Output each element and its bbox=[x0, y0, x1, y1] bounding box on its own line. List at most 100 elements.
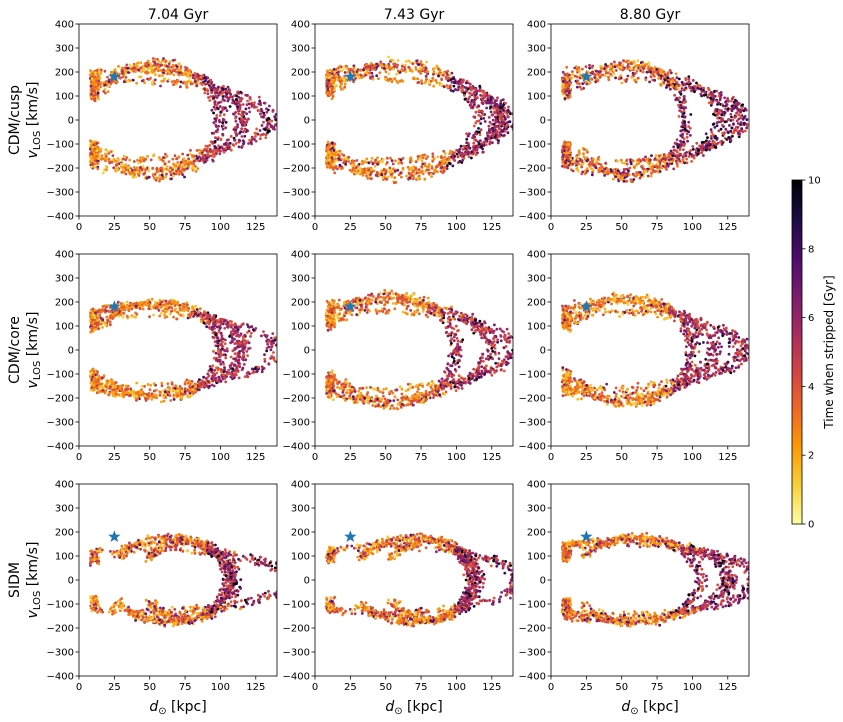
scatter-point bbox=[124, 66, 127, 69]
scatter-point bbox=[93, 159, 97, 163]
scatter-point bbox=[343, 85, 347, 89]
scatter-point bbox=[476, 89, 480, 93]
scatter-point bbox=[443, 161, 447, 164]
scatter-point bbox=[246, 99, 250, 103]
scatter-point bbox=[409, 166, 413, 170]
scatter-point bbox=[376, 156, 379, 160]
scatter-point bbox=[417, 63, 420, 66]
scatter-point bbox=[160, 63, 164, 67]
scatter-point bbox=[457, 88, 460, 91]
scatter-point bbox=[732, 122, 735, 126]
scatter-point bbox=[243, 134, 247, 138]
scatter-point bbox=[239, 113, 243, 117]
scatter-point bbox=[464, 153, 468, 156]
scatter-point bbox=[487, 116, 491, 119]
scatter-point bbox=[142, 172, 146, 176]
scatter-point bbox=[169, 166, 172, 170]
scatter-point bbox=[93, 97, 97, 101]
scatter-point bbox=[451, 156, 455, 160]
scatter-point bbox=[139, 66, 143, 70]
scatter-point bbox=[429, 79, 433, 83]
scatter-point bbox=[488, 140, 492, 144]
scatter-point bbox=[199, 81, 202, 85]
scatter-point bbox=[340, 82, 343, 86]
scatter-point bbox=[370, 168, 374, 172]
scatter-point bbox=[683, 120, 687, 124]
scatter-point bbox=[415, 59, 418, 63]
scatter-point bbox=[669, 71, 673, 75]
scatter-point bbox=[394, 159, 397, 163]
scatter-point bbox=[366, 167, 370, 171]
scatter-point bbox=[137, 161, 140, 165]
scatter-point bbox=[364, 73, 367, 77]
scatter-point bbox=[730, 126, 734, 130]
scatter-point bbox=[224, 126, 228, 130]
scatter-point bbox=[183, 80, 187, 84]
scatter-point bbox=[242, 120, 246, 124]
scatter-point bbox=[171, 65, 175, 68]
scatter-point bbox=[89, 155, 93, 159]
scatter-point bbox=[440, 166, 444, 170]
scatter-point bbox=[416, 157, 420, 161]
scatter-point bbox=[400, 79, 403, 82]
scatter-point bbox=[480, 90, 484, 93]
scatter-point bbox=[687, 77, 691, 81]
scatter-point bbox=[203, 91, 207, 95]
scatter-point bbox=[500, 106, 504, 110]
scatter-point bbox=[439, 73, 443, 76]
scatter-point bbox=[134, 175, 138, 179]
scatter-point bbox=[128, 172, 132, 176]
scatter-point bbox=[190, 380, 194, 383]
scatter-point bbox=[179, 166, 183, 170]
scatter-point bbox=[119, 162, 123, 166]
scatter-point bbox=[238, 98, 242, 102]
scatter-point bbox=[571, 162, 575, 166]
scatter-point bbox=[157, 169, 160, 173]
scatter-point bbox=[144, 157, 147, 161]
scatter-point bbox=[675, 76, 679, 80]
scatter-point bbox=[399, 171, 403, 175]
scatter-point bbox=[622, 67, 626, 71]
scatter-point bbox=[255, 127, 259, 131]
scatter-point bbox=[210, 131, 214, 135]
scatter-point bbox=[694, 151, 698, 155]
scatter-point bbox=[159, 312, 163, 315]
scatter-point bbox=[232, 128, 236, 131]
scatter-point bbox=[175, 67, 179, 70]
scatter-point bbox=[727, 99, 730, 103]
scatter-point bbox=[331, 76, 334, 79]
y-tick-label: −200 bbox=[47, 164, 74, 175]
scatter-point bbox=[328, 162, 332, 166]
scatter-point bbox=[165, 155, 169, 158]
scatter-point bbox=[227, 138, 230, 142]
scatter-point bbox=[501, 129, 505, 133]
scatter-point bbox=[158, 74, 161, 78]
scatter-point bbox=[219, 149, 222, 153]
scatter-point bbox=[684, 154, 688, 158]
scatter-point bbox=[137, 68, 141, 72]
scatter-point bbox=[626, 62, 630, 66]
scatter-point bbox=[511, 112, 513, 116]
scatter-point bbox=[223, 95, 227, 98]
scatter-point bbox=[704, 144, 708, 147]
scatter-point bbox=[678, 100, 682, 104]
scatter-point bbox=[89, 158, 93, 162]
scatter-point bbox=[435, 81, 439, 85]
scatter-point bbox=[191, 307, 194, 311]
scatter-point bbox=[682, 95, 686, 99]
scatter-point bbox=[708, 148, 712, 152]
scatter-point bbox=[169, 399, 173, 402]
scatter-point bbox=[382, 170, 385, 174]
scatter-point bbox=[408, 176, 412, 180]
scatter-point bbox=[110, 71, 113, 75]
scatter-point bbox=[328, 76, 331, 80]
scatter-point bbox=[733, 116, 737, 119]
scatter-point bbox=[222, 142, 226, 146]
scatter-point bbox=[578, 82, 581, 85]
scatter-point bbox=[604, 161, 607, 165]
scatter-point bbox=[118, 76, 121, 80]
scatter-point bbox=[96, 159, 99, 163]
x-tick-label: 50 bbox=[379, 222, 392, 233]
scatter-point bbox=[96, 167, 100, 171]
scatter-point bbox=[650, 154, 653, 158]
